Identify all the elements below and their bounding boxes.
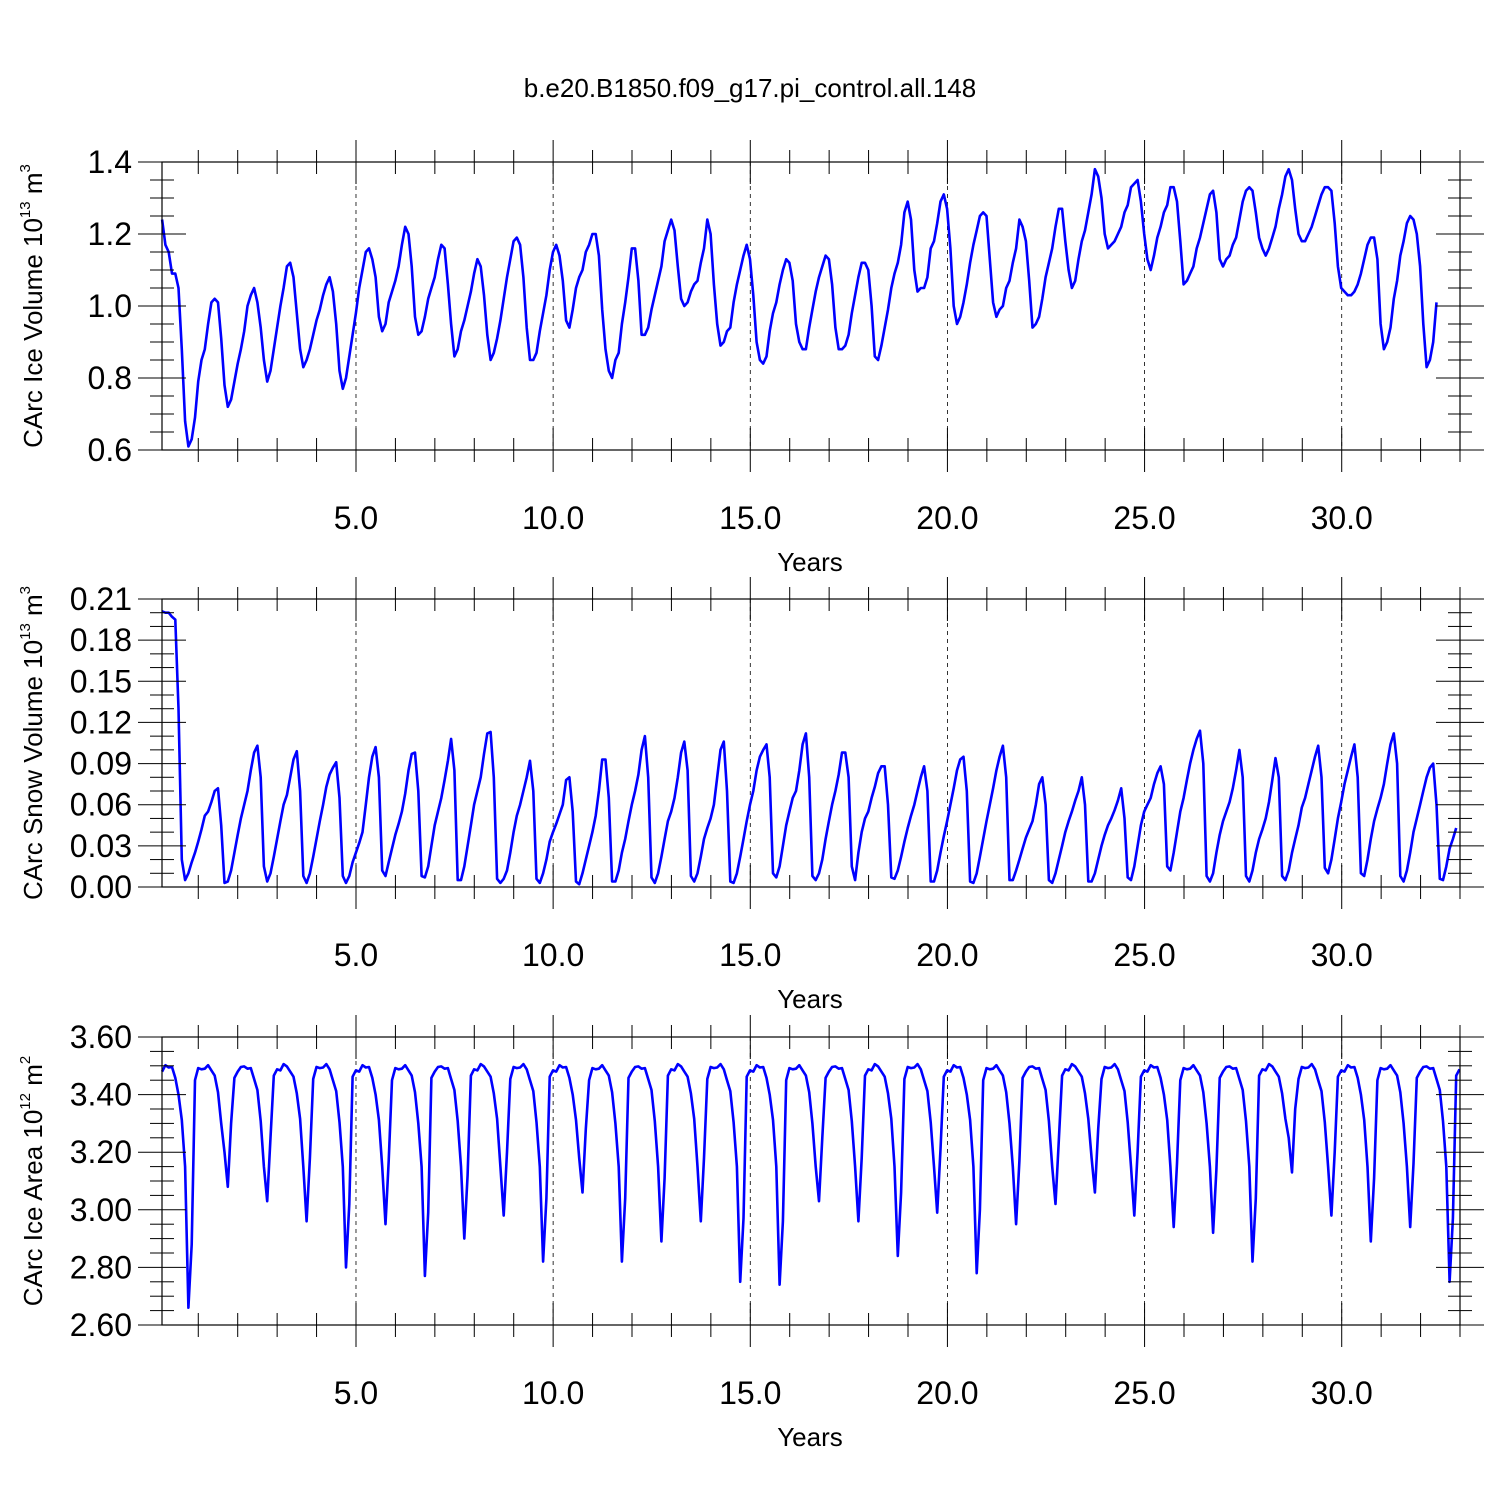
- series-line: [160, 1062, 1461, 1309]
- panel-2: 0.00 0.03 0.06 0.09 0.12 0.15 0.18 0.21 5.0 10.0 1…: [17, 577, 1484, 1014]
- x-tick-label: 10.0: [522, 937, 584, 973]
- y-axis-label-exp: 13: [17, 623, 34, 640]
- y-tick-label: 1.0: [88, 288, 132, 324]
- panel-1: 0.6 0.8 1.0 1.2 1.4 5.0 10.0 15.0 20.0 25.0 30.0 Ye…: [17, 140, 1484, 577]
- y-axis-label-base: CArc Ice Volume 10: [18, 218, 48, 448]
- x-tick-label: 30.0: [1311, 937, 1373, 973]
- x-axis-label: Years: [777, 547, 843, 577]
- panel-3: 2.60 2.80 3.00 3.20 3.40 3.60 5.0 10.0 15.0 20.0 2…: [17, 1015, 1484, 1452]
- figure-title: b.e20.B1850.f09_g17.pi_control.all.148: [524, 73, 976, 103]
- y-axis-label-base: CArc Ice Area 10: [18, 1110, 48, 1307]
- x-tick-label: 5.0: [334, 500, 378, 536]
- x-tick-label: 15.0: [719, 1375, 781, 1411]
- y-tick-label: 0.21: [70, 581, 132, 617]
- y-axis-label-unit-exp: 2: [17, 1056, 34, 1064]
- y-tick-label: 0.03: [70, 828, 132, 864]
- x-tick-label: 10.0: [522, 1375, 584, 1411]
- x-tick-label: 15.0: [719, 937, 781, 973]
- x-tick-label: 30.0: [1311, 1375, 1373, 1411]
- y-axis-label-unit: m: [18, 172, 48, 201]
- y-axis-label-unit-exp: 3: [17, 164, 34, 172]
- x-tick-label: 25.0: [1113, 1375, 1175, 1411]
- plot-frame: [161, 598, 1461, 888]
- x-tick-label: 25.0: [1113, 937, 1175, 973]
- y-axis-label-exp: 12: [17, 1093, 34, 1110]
- y-tick-label: 2.60: [70, 1307, 132, 1343]
- x-tick-label: 25.0: [1113, 500, 1175, 536]
- series-line: [160, 167, 1438, 448]
- series-line: [161, 610, 1458, 886]
- y-axis-label: CArc Snow Volume 1013 m3: [17, 586, 48, 900]
- y-tick-label: 2.80: [70, 1249, 132, 1285]
- x-tick-label: 20.0: [916, 1375, 978, 1411]
- y-axis-label-unit: m: [18, 594, 48, 623]
- y-tick-label: 0.09: [70, 746, 132, 782]
- y-tick-label: 3.00: [70, 1192, 132, 1228]
- y-tick-label: 1.2: [88, 216, 132, 252]
- y-tick-label: 0.00: [70, 869, 132, 905]
- y-axis-label: CArc Ice Area 1012 m2: [17, 1056, 48, 1306]
- y-axis-label-exp: 13: [17, 201, 34, 218]
- y-tick-label: 3.60: [70, 1019, 132, 1055]
- y-tick-label: 3.20: [70, 1134, 132, 1170]
- y-tick-label: 0.8: [88, 360, 132, 396]
- x-tick-label: 10.0: [522, 500, 584, 536]
- chart-panels: 0.60.81.01.21.45.0 10.0 15.0 20.0 25.0 30.0Ye…: [17, 140, 1484, 1452]
- x-tick-label: 15.0: [719, 500, 781, 536]
- y-tick-label: 0.6: [88, 432, 132, 468]
- x-tick-label: 20.0: [916, 937, 978, 973]
- y-tick-label: 0.06: [70, 787, 132, 823]
- y-tick-label: 0.12: [70, 704, 132, 740]
- y-tick-label: 1.4: [88, 144, 132, 180]
- x-tick-label: 30.0: [1311, 500, 1373, 536]
- x-tick-label: 5.0: [334, 937, 378, 973]
- y-tick-label: 0.18: [70, 622, 132, 658]
- y-axis-label-unit: m: [18, 1064, 48, 1093]
- y-axis-label-base: CArc Snow Volume 10: [18, 640, 48, 900]
- x-tick-label: 20.0: [916, 500, 978, 536]
- y-tick-label: 3.40: [70, 1077, 132, 1113]
- x-axis-label: Years: [777, 984, 843, 1014]
- y-axis-label: CArc Ice Volume 1013 m3: [17, 164, 48, 448]
- x-axis-label: Years: [777, 1422, 843, 1452]
- x-tick-label: 5.0: [334, 1375, 378, 1411]
- plot-frame: [161, 1036, 1461, 1326]
- y-axis-label-unit-exp: 3: [17, 586, 34, 594]
- y-tick-label: 0.15: [70, 663, 132, 699]
